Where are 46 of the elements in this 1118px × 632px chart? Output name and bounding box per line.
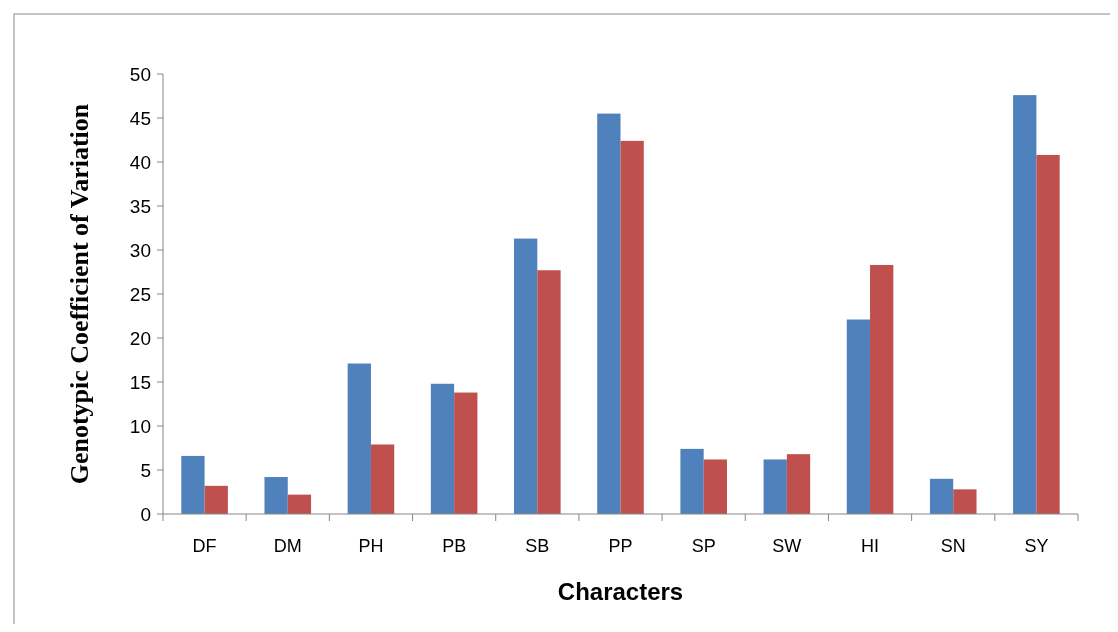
x-tick-label: PB <box>442 536 467 556</box>
x-tick-label: SN <box>940 536 966 556</box>
y-tick-label: 35 <box>129 195 151 217</box>
x-tick-label: PP <box>608 536 633 556</box>
bar <box>597 113 621 514</box>
x-tick-label: HI <box>861 536 880 556</box>
y-tick-label: 10 <box>129 415 151 437</box>
bar <box>514 238 538 514</box>
x-tick-label: SB <box>525 536 550 556</box>
y-tick-label: 15 <box>129 371 151 393</box>
bar <box>347 363 371 514</box>
y-tick-label: 45 <box>129 107 151 129</box>
bar <box>1036 154 1060 514</box>
x-tick-label: SW <box>772 536 802 556</box>
bar <box>430 383 455 514</box>
bar <box>264 477 288 514</box>
bar <box>929 478 954 514</box>
bar <box>370 444 395 514</box>
y-tick-label: 40 <box>129 151 151 173</box>
bar <box>1013 95 1037 514</box>
y-axis-title: Genotypic Coefficient of Variation <box>65 103 94 485</box>
bar <box>703 459 727 514</box>
bar <box>680 448 704 514</box>
bar <box>786 454 811 514</box>
x-tick-label: SP <box>691 536 716 556</box>
x-tick-label: SY <box>1024 536 1049 556</box>
x-axis-title: Characters <box>557 578 684 605</box>
bar <box>953 489 977 514</box>
x-tick-label: DM <box>273 536 302 556</box>
y-tick-label: 25 <box>129 283 151 305</box>
y-tick-label: 5 <box>140 459 151 481</box>
y-tick-label: 0 <box>140 503 151 525</box>
bar <box>537 270 561 514</box>
bar <box>763 459 787 514</box>
x-tick-label: DF <box>192 536 217 556</box>
y-tick-label: 20 <box>129 327 151 349</box>
y-tick-label: 30 <box>129 239 151 261</box>
y-tick-label: 50 <box>129 63 151 85</box>
bar <box>620 140 644 514</box>
bar <box>454 392 478 514</box>
bar <box>181 455 205 514</box>
bar <box>846 319 871 514</box>
bar <box>204 485 228 514</box>
bar <box>870 264 894 514</box>
x-tick-label: PH <box>358 536 384 556</box>
bar <box>287 494 312 514</box>
